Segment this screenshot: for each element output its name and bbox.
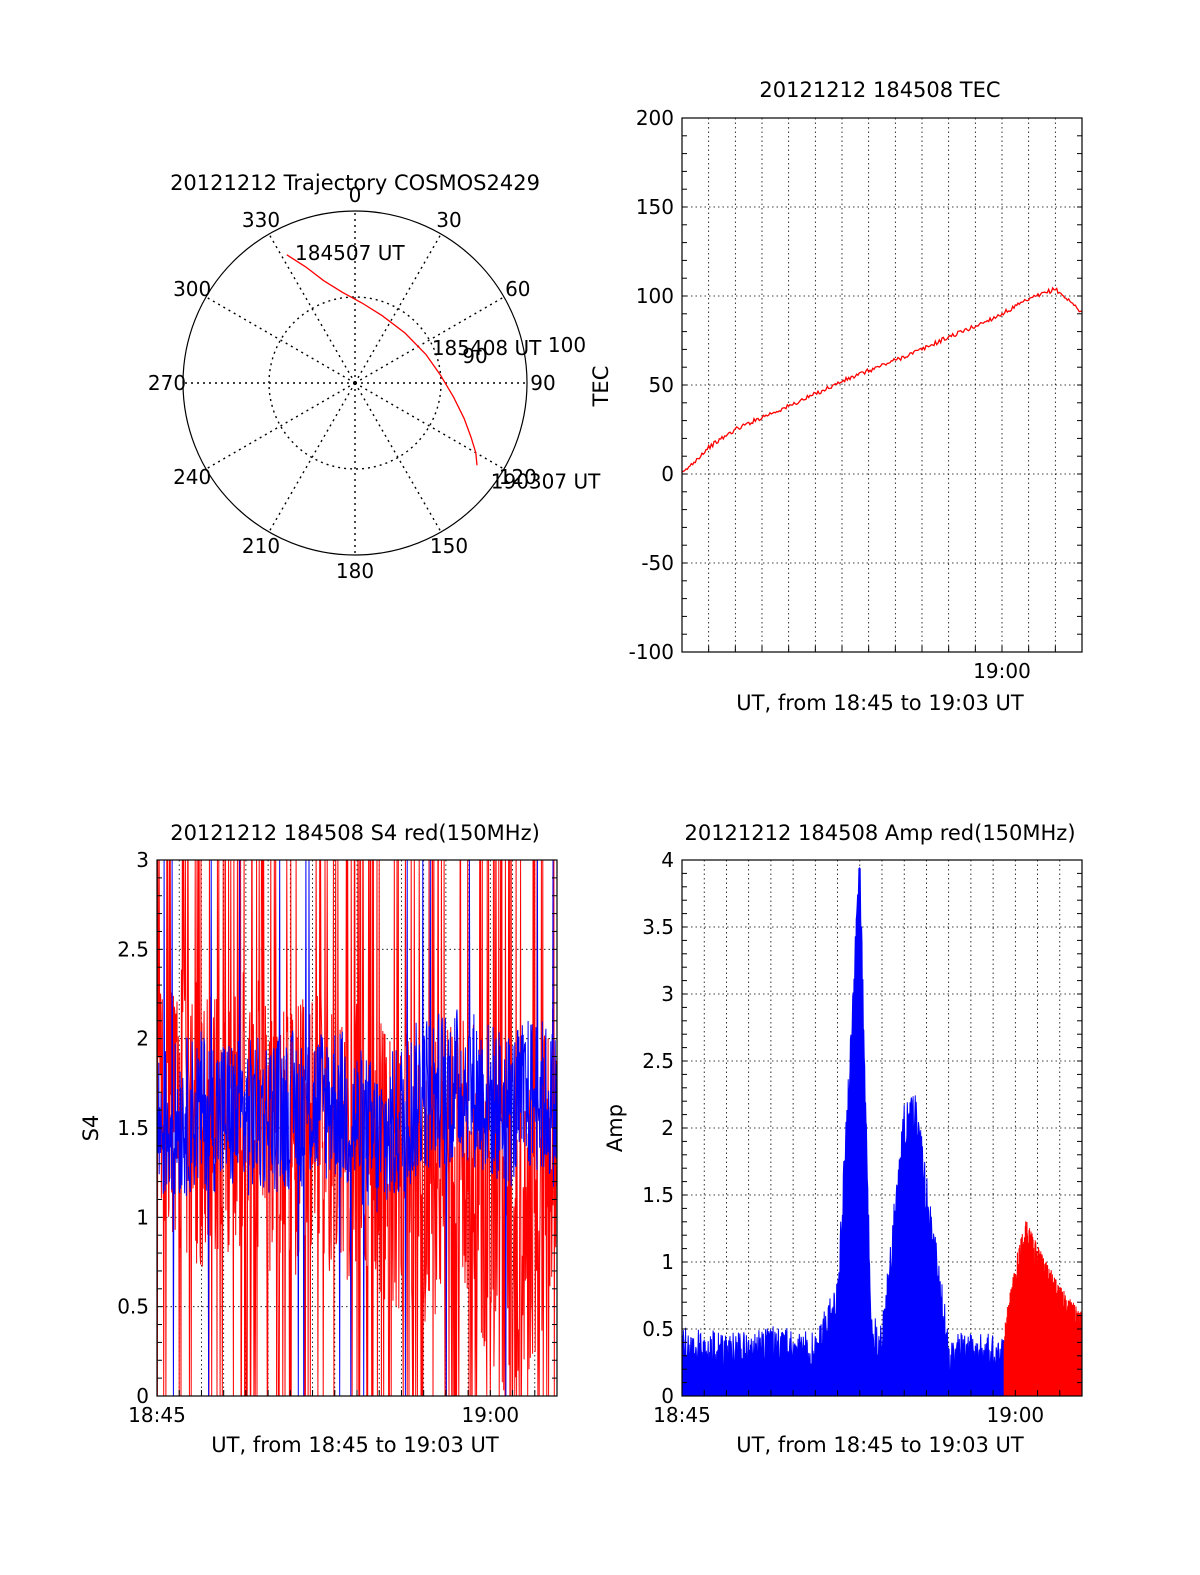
amp-ticks: 0 0.5 1 1.5 2 2.5 3 3.5 4 18:45 19:00 [642, 848, 1082, 1427]
y-tick-label: 2.5 [117, 937, 149, 961]
azimuth-label: 150 [430, 534, 468, 558]
azimuth-label: 330 [242, 208, 280, 232]
y-tick-label: 3 [661, 982, 674, 1006]
tec-panel: 20121212 184508 TEC -100 -50 0 50 100 150 200 1… [589, 78, 1083, 715]
track-time-label: 190307 UT [491, 469, 601, 493]
amp-panel: 20121212 184508 Amp red(150MHz) 0 0.5 1 1.5… [603, 821, 1083, 1457]
track-time-label: 184507 UT [295, 241, 405, 265]
y-tick-label: 100 [636, 284, 674, 308]
x-tick-label: 19:00 [973, 659, 1031, 683]
tec-xlabel: UT, from 18:45 to 19:03 UT [736, 691, 1024, 715]
y-tick-label: -100 [629, 640, 674, 664]
azimuth-label: 180 [336, 559, 374, 583]
radius-label: 90 [462, 344, 487, 368]
y-tick-label: 0.5 [642, 1317, 674, 1341]
radius-labels: 90 100 [462, 333, 586, 368]
amp-series [681, 866, 1083, 1396]
y-tick-label: 2 [136, 1027, 149, 1051]
polar-spoke-210 [268, 382, 356, 533]
azimuth-label: 90 [530, 371, 555, 395]
s4-ylabel: S4 [79, 1115, 103, 1142]
tec-series-line-0 [681, 286, 1083, 473]
amp-title: 20121212 184508 Amp red(150MHz) [684, 821, 1075, 845]
s4-series-line-1 [156, 859, 558, 1397]
x-tick-label: 18:45 [128, 1403, 186, 1427]
y-tick-label: 3 [136, 848, 149, 872]
polar-spoke-300 [205, 296, 356, 384]
y-tick-label: 0 [136, 1384, 149, 1408]
y-tick-label: 0 [661, 462, 674, 486]
y-tick-label: 1.5 [642, 1183, 674, 1207]
y-tick-label: 0.5 [117, 1295, 149, 1319]
radius-label: 100 [548, 333, 586, 357]
polar-spoke-150 [354, 382, 442, 533]
tec-ticks: -100 -50 0 50 100 150 200 19:00 [629, 106, 1082, 683]
y-tick-label: 150 [636, 195, 674, 219]
trajectory-title: 20121212 Trajectory COSMOS2429 [170, 171, 540, 195]
y-tick-label: 1.5 [117, 1116, 149, 1140]
tec-ylabel: TEC [589, 366, 613, 408]
azimuth-label: 0 [349, 183, 362, 207]
azimuth-label: 60 [505, 277, 530, 301]
polar-grid [183, 211, 527, 555]
y-tick-label: 1 [661, 1250, 674, 1274]
satellite-track [286, 254, 478, 466]
y-tick-label: 4 [661, 848, 674, 872]
azimuth-label: 30 [436, 208, 461, 232]
y-tick-label: 1 [136, 1205, 149, 1229]
trajectory-panel: 20121212 Trajectory COSMOS2429 0 30 60 90 12… [148, 171, 601, 583]
s4-xlabel: UT, from 18:45 to 19:03 UT [211, 1433, 499, 1457]
y-tick-label: 50 [649, 373, 674, 397]
y-tick-label: 2.5 [642, 1049, 674, 1073]
x-tick-label: 19:00 [987, 1403, 1045, 1427]
s4-ticks: 0 0.5 1 1.5 2 2.5 3 18:45 19:00 [117, 848, 557, 1427]
polar-spoke-330 [268, 233, 356, 384]
s4-panel: 20121212 184508 S4 red(150MHz) 0 0.5 1 1.5 2… [79, 821, 558, 1457]
y-tick-label: 200 [636, 106, 674, 130]
azimuth-label: 120 [499, 465, 537, 489]
tec-series [681, 286, 1083, 473]
polar-outer-ring [182, 210, 528, 556]
y-tick-label: 3.5 [642, 915, 674, 939]
azimuth-label: 210 [242, 534, 280, 558]
y-tick-label: 0 [661, 1384, 674, 1408]
polar-spoke-60 [354, 296, 505, 384]
polar-spoke-30 [354, 233, 442, 384]
amp-xlabel: UT, from 18:45 to 19:03 UT [736, 1433, 1024, 1457]
azimuth-label: 300 [173, 277, 211, 301]
y-tick-label: -50 [641, 551, 674, 575]
track-time-labels: 184507 UT 185408 UT 190307 UT [295, 241, 601, 494]
tec-grid [682, 118, 1082, 652]
s4-series [156, 859, 558, 1397]
x-tick-label: 18:45 [653, 1403, 711, 1427]
y-tick-label: 2 [661, 1116, 674, 1140]
amp-ylabel: Amp [603, 1104, 627, 1152]
x-tick-label: 19:00 [462, 1403, 520, 1427]
polar-spoke-120 [354, 382, 505, 470]
s4-title: 20121212 184508 S4 red(150MHz) [170, 821, 540, 845]
azimuth-labels: 0 30 60 90 120 150 180 210 240 270 300 330 [148, 183, 556, 583]
tec-title: 20121212 184508 TEC [759, 78, 1000, 102]
azimuth-label: 270 [148, 371, 186, 395]
track-time-label: 185408 UT [432, 336, 542, 360]
azimuth-label: 240 [173, 465, 211, 489]
polar-spoke-240 [205, 382, 356, 470]
amp-series-line-1 [1003, 1221, 1083, 1396]
